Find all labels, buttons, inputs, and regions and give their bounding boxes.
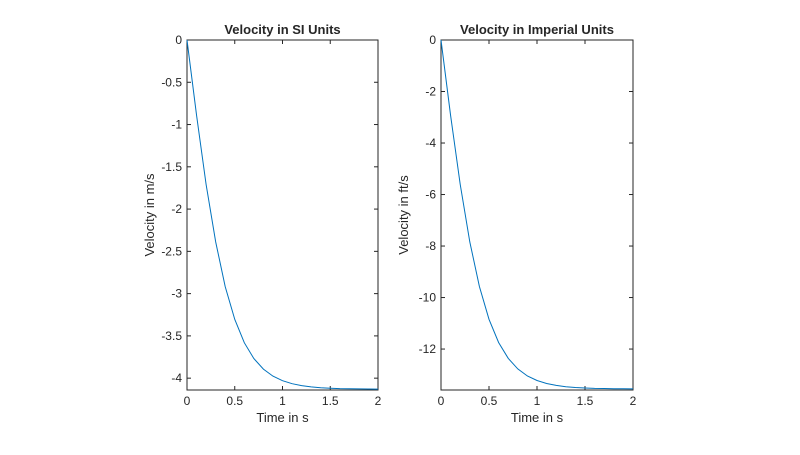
chart-title: Velocity in Imperial Units <box>460 22 614 37</box>
y-axis-label: Velocity in m/s <box>142 173 157 257</box>
y-tick-label: -2 <box>171 202 182 216</box>
y-tick-label: -0.5 <box>161 75 182 89</box>
y-tick-label: -2 <box>425 85 436 99</box>
y-tick-label: 0 <box>429 33 436 47</box>
x-tick-label: 1 <box>279 394 286 408</box>
axes-box <box>440 39 634 391</box>
series-line <box>440 39 634 390</box>
x-tick-label: 1.5 <box>322 394 339 408</box>
axes-box <box>186 39 379 391</box>
x-axis-label: Time in s <box>511 410 564 425</box>
x-tick-label: 1.5 <box>577 394 594 408</box>
axes-1: 0 0.5 1 1.5 2 0 -0.5 -1 -1.5 -2 -2.5 -3 -3.5 -4 Veloci… <box>142 22 382 425</box>
y-tick-label: 0 <box>175 33 182 47</box>
y-tick-label: -2.5 <box>161 244 182 258</box>
y-tick-label: -4 <box>425 136 436 150</box>
y-tick-label: -1 <box>171 118 182 132</box>
y-tick-label: -1.5 <box>161 160 182 174</box>
y-axis-label: Velocity in ft/s <box>396 175 411 255</box>
y-tick-label: -3 <box>171 287 182 301</box>
x-tick-label: 0.5 <box>481 394 498 408</box>
y-tick-label: -3.5 <box>161 329 182 343</box>
y-tick-label: -8 <box>425 239 436 253</box>
x-tick-label: 0 <box>184 394 191 408</box>
x-axis-label: Time in s <box>256 410 309 425</box>
chart-title: Velocity in SI Units <box>224 22 340 37</box>
x-tick-label: 2 <box>630 394 637 408</box>
y-tick-label: -4 <box>171 371 182 385</box>
y-tick-label: -12 <box>419 342 437 356</box>
x-tick-label: 0.5 <box>226 394 243 408</box>
y-tick-label: -10 <box>419 291 437 305</box>
series-line <box>186 39 379 390</box>
x-tick-label: 1 <box>534 394 541 408</box>
axes-2: 0 0.5 1 1.5 2 0 -2 -4 -6 -8 -10 -12 Velocity in Impe… <box>396 22 637 425</box>
x-tick-label: 0 <box>438 394 445 408</box>
y-tick-label: -6 <box>425 188 436 202</box>
x-tick-label: 2 <box>375 394 382 408</box>
